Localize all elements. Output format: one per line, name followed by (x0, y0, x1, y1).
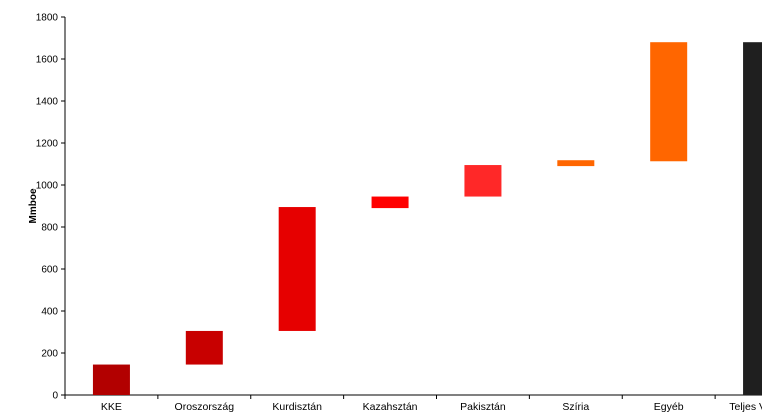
y-tick-label: 400 (41, 307, 58, 318)
bar-kazahszt-n (371, 196, 409, 209)
bar-pakiszt-n (464, 165, 502, 197)
x-tick-label: Egyéb (654, 401, 684, 413)
bar-kurdiszt-n (278, 207, 316, 331)
y-axis-title: Mmboe (28, 188, 39, 223)
bars-group (92, 42, 762, 395)
x-tick-label: Kurdisztán (272, 401, 322, 413)
bar-egy-b (650, 42, 688, 162)
x-tick-label: Szíria (562, 401, 589, 413)
x-tick-label: Pakisztán (460, 401, 506, 413)
y-tick-label: 800 (41, 223, 58, 234)
bar-teljes-vagyon (743, 42, 762, 395)
bar-oroszorsz-g (185, 330, 223, 365)
y-tick-label: 1600 (36, 55, 59, 66)
x-tick-label: Kazahsztán (363, 401, 418, 413)
y-tick-label: 0 (52, 391, 58, 402)
x-tick-label: Teljes Vagyon (729, 401, 762, 413)
x-tick-labels: KKE Oroszország Kurdisztán Kazahsztán Pakisz… (101, 401, 762, 413)
y-tick-label: 1400 (36, 97, 59, 108)
y-tick-label: 200 (41, 349, 58, 360)
x-tick-label: KKE (101, 401, 122, 413)
bar-sz-ria (557, 160, 595, 167)
x-axis (64, 394, 762, 399)
x-tick-label: Oroszország (175, 401, 235, 413)
y-tick-label: 1200 (36, 139, 59, 150)
y-tick-label: 600 (41, 265, 58, 276)
y-tick-label: 1800 (36, 13, 59, 24)
y-axis: 0 200 400 600 800 1000 1200 1400 1600 1800 (36, 13, 66, 402)
bar-kke (92, 364, 130, 395)
y-tick-label: 1000 (36, 181, 59, 192)
